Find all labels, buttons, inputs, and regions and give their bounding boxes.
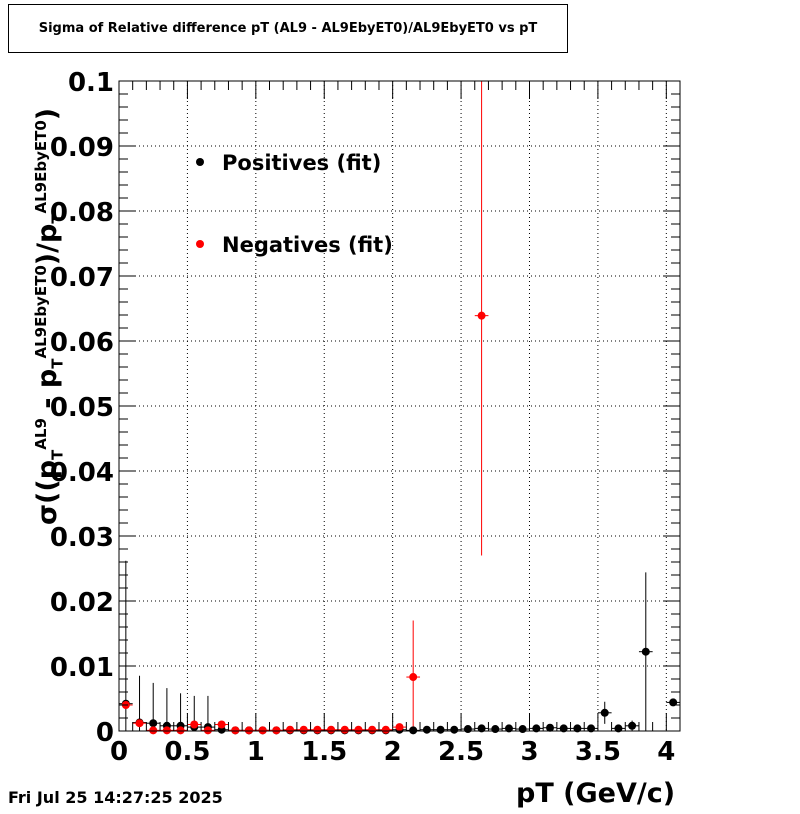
y-tick-label: 0.04 (50, 458, 114, 488)
data-points (121, 311, 678, 735)
negatives-point (477, 311, 486, 320)
y-tick-label: 0.09 (50, 133, 114, 163)
negatives-point (217, 720, 226, 729)
x-tick-label: 1 (247, 737, 265, 767)
positives-point (477, 724, 486, 733)
y-title-sigma: σ (32, 503, 63, 525)
y-title-sup3: AL9EbyET0 (32, 120, 50, 214)
legend-label: Positives (fit) (222, 151, 381, 175)
y-title-sub1: T (48, 449, 67, 460)
y-title-open: ((p (32, 459, 63, 504)
positives-point (518, 725, 527, 734)
y-tick-label: 0.02 (50, 588, 114, 618)
negatives-point (272, 726, 281, 735)
negatives-point (381, 725, 390, 734)
legend-marker (196, 240, 204, 248)
positives-point (546, 723, 555, 732)
y-tick-label: 0.08 (50, 198, 114, 228)
negatives-point (409, 673, 418, 682)
positives-point (587, 724, 596, 733)
chart-title: Sigma of Relative difference pT (AL9 - A… (8, 4, 568, 53)
y-title-sub2: T (48, 358, 67, 369)
positives-point (532, 724, 541, 733)
y-title-sub3: T (48, 213, 67, 224)
x-tick-label: 1.5 (301, 737, 347, 767)
y-title-sup1: AL9 (32, 418, 50, 450)
axis-ticks (118, 80, 681, 732)
negatives-point (368, 725, 377, 734)
y-tick-label: 0.03 (50, 523, 114, 553)
positives-point (559, 724, 568, 733)
negatives-point (354, 725, 363, 734)
tick-labels: 0 0.5 1 1.5 2 2.5 3 3.5 4 0 0.01 0.02 0.03 0.04 0.05 0.… (50, 68, 676, 767)
positives-point (436, 725, 445, 734)
legend-label: Negatives (fit) (222, 233, 393, 257)
negatives-point (149, 726, 158, 735)
positives-point (491, 725, 500, 734)
y-tick-label: 0.06 (50, 328, 114, 358)
positives-point (573, 724, 582, 733)
negatives-point (162, 726, 171, 735)
positives-point (504, 724, 513, 733)
x-tick-label: 2.5 (438, 737, 484, 767)
y-title-sup2: AL9EbyET0 (32, 265, 50, 359)
positives-point (614, 724, 623, 733)
x-tick-label: 0 (110, 737, 128, 767)
y-tick-label: 0 (96, 718, 114, 748)
positives-point (422, 725, 431, 734)
negatives-point (190, 720, 199, 729)
x-tick-label: 3.5 (575, 737, 621, 767)
negatives-point (327, 725, 336, 734)
x-tick-label: 4 (657, 737, 675, 767)
negatives-point (244, 726, 253, 735)
footer-date: Fri Jul 25 14:27:25 2025 (8, 788, 223, 807)
negatives-point (395, 723, 404, 732)
negatives-point (135, 719, 144, 728)
y-tick-label: 0.01 (50, 653, 114, 683)
positives-point (149, 719, 158, 728)
negatives-point (340, 725, 349, 734)
legend: Positives (fit) Negatives (fit) (196, 151, 393, 257)
negatives-point (203, 726, 212, 735)
x-tick-label: 0.5 (164, 737, 210, 767)
positives-point (600, 708, 609, 717)
grid-lines (119, 81, 680, 731)
negatives-point (313, 725, 322, 734)
x-axis-title: pT (GeV/c) (516, 778, 676, 809)
negatives-point (286, 725, 295, 734)
y-title-minus: - p (32, 368, 63, 419)
y-tick-label: 0.1 (68, 68, 114, 98)
y-title-close: ) (32, 107, 63, 121)
positives-point (409, 726, 418, 735)
plot-frame (118, 80, 681, 732)
positives-point (450, 725, 459, 734)
y-tick-label: 0.07 (50, 263, 114, 293)
x-tick-label: 2 (384, 737, 402, 767)
positives-point (463, 725, 472, 734)
positives-point (669, 698, 678, 707)
legend-marker (196, 158, 204, 166)
negatives-point (299, 725, 308, 734)
negatives-point (258, 726, 267, 735)
y-title-div: )/p (32, 223, 63, 266)
negatives-point (231, 726, 240, 735)
negatives-point (176, 726, 185, 735)
positives-point (641, 647, 650, 656)
positives-point (628, 721, 637, 730)
y-tick-label: 0.05 (50, 393, 114, 423)
x-tick-label: 3 (520, 737, 538, 767)
